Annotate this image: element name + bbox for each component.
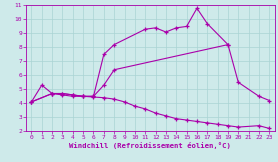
X-axis label: Windchill (Refroidissement éolien,°C): Windchill (Refroidissement éolien,°C) <box>70 142 231 149</box>
